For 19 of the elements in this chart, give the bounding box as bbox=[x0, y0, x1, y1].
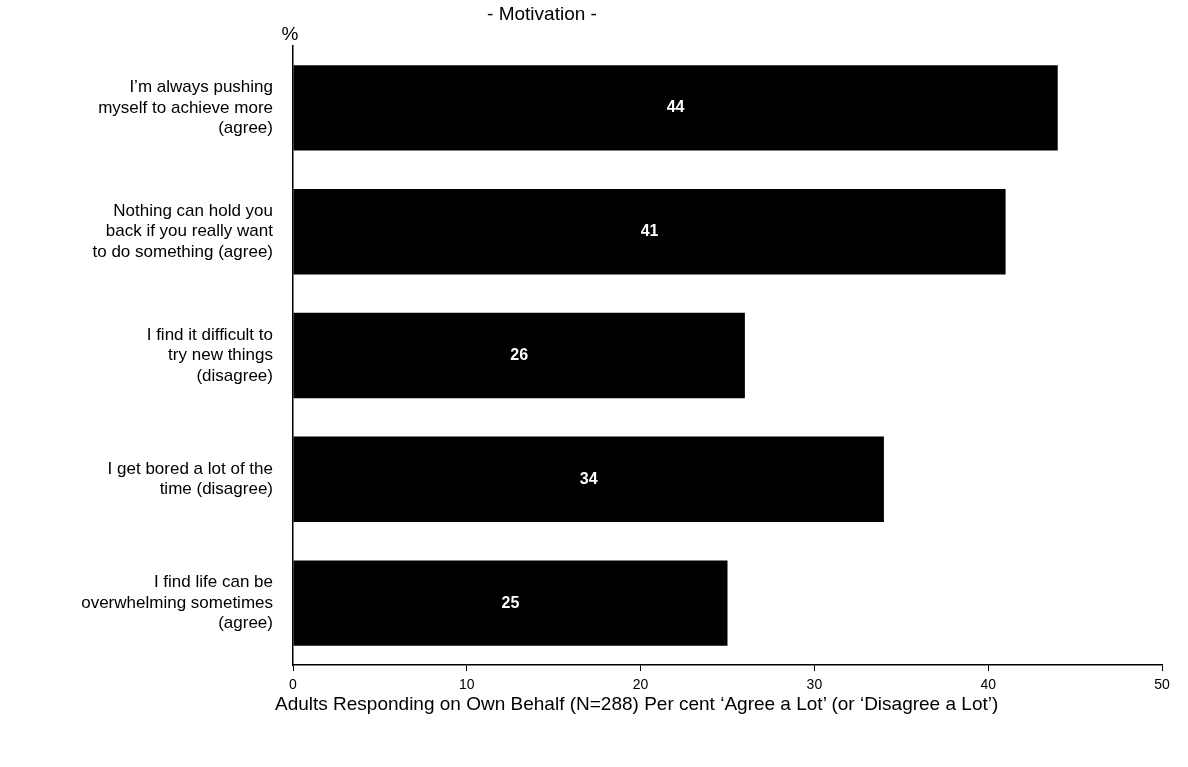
x-tick-label: 10 bbox=[459, 676, 475, 693]
data-label: 41 bbox=[640, 222, 659, 240]
data-label: 34 bbox=[579, 469, 598, 487]
x-tick-label: 50 bbox=[1154, 676, 1170, 693]
x-axis-title: Adults Responding on Own Behalf (N=288) Per cent ‘Agree a Lot’ (or ‘Disagree a Lot’) bbox=[275, 692, 1000, 716]
x-tick-label: 30 bbox=[806, 676, 823, 693]
data-label: 25 bbox=[501, 593, 520, 611]
data-label: 44 bbox=[666, 98, 685, 116]
x-tick-label: 0 bbox=[289, 676, 298, 693]
y-tick-label: I find it difficult to try new things (disagree) bbox=[146, 324, 273, 385]
y-tick-label: I find life can be overwhelming sometimes (agree) bbox=[81, 572, 273, 633]
x-tick-label: 20 bbox=[632, 676, 649, 693]
y-tick-label: I get bored a lot of the time (disagree) bbox=[107, 458, 273, 499]
chart-title: - Motivation - bbox=[487, 3, 597, 24]
y-tick-label: I’m always pushing myself to achieve more (agree) bbox=[98, 77, 273, 137]
x-tick-label: 40 bbox=[980, 676, 997, 693]
y-axis-title: % bbox=[281, 23, 299, 44]
data-label: 26 bbox=[510, 345, 529, 363]
y-tick-label: Nothing can hold you back if you really want to do something (agree) bbox=[92, 200, 274, 261]
